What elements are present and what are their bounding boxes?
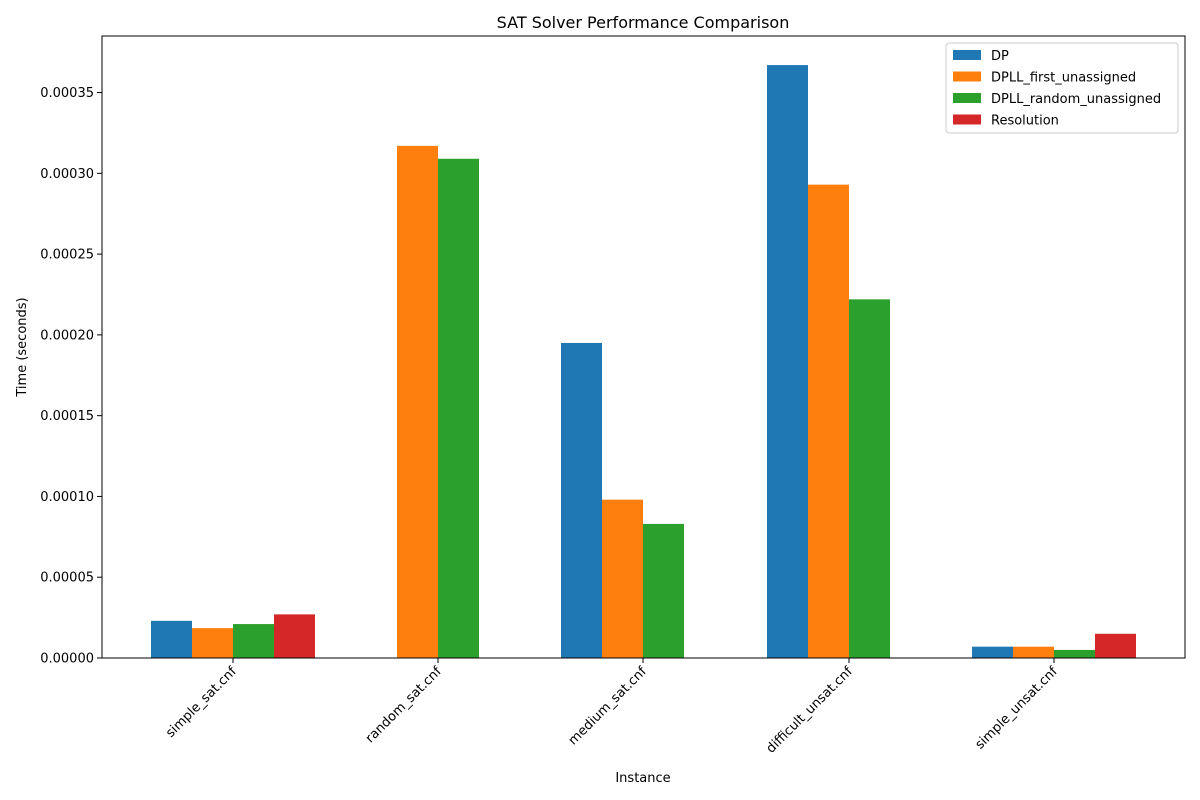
legend-swatch [953, 114, 981, 125]
legend-frame [945, 42, 1179, 134]
legend-swatch [953, 50, 981, 60]
legend: DP DPLL_first_unassigned DPLL_random_unass… [945, 42, 1179, 134]
bar-DPLL_random_unassigned-medium_sat.cnf [643, 523, 684, 658]
bar-Resolution-simple_sat.cnf [274, 614, 315, 658]
bar-DPLL_random_unassigned-simple_sat.cnf [233, 624, 274, 658]
bar-DPLL_first_unassigned-simple_sat.cnf [192, 628, 233, 658]
x-tick-label: random_sat.cnf [363, 664, 445, 746]
y-tick-label: 0.00000 [40, 652, 94, 667]
bars-layer [151, 65, 1136, 659]
legend-label: DPLL_random_unassigned [991, 92, 1161, 107]
x-tick-label: medium_sat.cnf [566, 664, 650, 748]
y-tick-label: 0.00035 [40, 86, 94, 101]
x-tick-label: simple_unsat.cnf [973, 664, 1062, 753]
legend-label: DPLL_first_unassigned [991, 71, 1136, 86]
legend-label: Resolution [991, 114, 1059, 129]
y-tick-label: 0.00020 [40, 328, 94, 343]
legend-swatch [953, 71, 981, 82]
bar-DPLL_random_unassigned-random_sat.cnf [438, 158, 479, 658]
legend-swatch [953, 93, 981, 103]
bar-DPLL_random_unassigned-simple_unsat.cnf [1054, 649, 1095, 658]
x-axis-ticks: simple_sat.cnf random_sat.cnf medium_sat.c… [163, 658, 1061, 756]
y-tick-label: 0.00030 [40, 167, 94, 182]
bar-DP-simple_sat.cnf [151, 620, 192, 658]
bar-DPLL_first_unassigned-difficult_unsat.cnf [808, 184, 849, 658]
plot-frame [101, 35, 1186, 659]
x-tick-label: difficult_unsat.cnf [764, 664, 857, 757]
bar-DPLL_random_unassigned-difficult_unsat.cnf [849, 299, 890, 658]
x-tick-label: simple_sat.cnf [163, 664, 240, 741]
bar-DPLL_first_unassigned-medium_sat.cnf [602, 499, 643, 658]
y-tick-label: 0.00005 [40, 571, 94, 586]
bar-DP-simple_unsat.cnf [972, 646, 1013, 658]
y-axis-ticks: 0.00000 0.00005 0.00010 0.00015 0.00020 0.000… [40, 86, 102, 667]
y-tick-label: 0.00025 [40, 248, 94, 263]
y-tick-label: 0.00015 [40, 409, 94, 424]
bar-DPLL_first_unassigned-simple_unsat.cnf [1013, 646, 1054, 658]
y-tick-label: 0.00010 [40, 490, 94, 505]
bar-Resolution-simple_unsat.cnf [1095, 633, 1136, 658]
legend-label: DP [991, 49, 1009, 64]
x-axis-title: Instance [615, 771, 670, 786]
bar-DPLL_first_unassigned-random_sat.cnf [397, 145, 438, 659]
chart-title: SAT Solver Performance Comparison [497, 13, 790, 32]
bar-DP-difficult_unsat.cnf [767, 65, 808, 658]
legend-items: DP DPLL_first_unassigned DPLL_random_unass… [953, 49, 1161, 129]
y-axis-title: Time (seconds) [15, 297, 30, 397]
bar-DP-medium_sat.cnf [561, 342, 602, 658]
